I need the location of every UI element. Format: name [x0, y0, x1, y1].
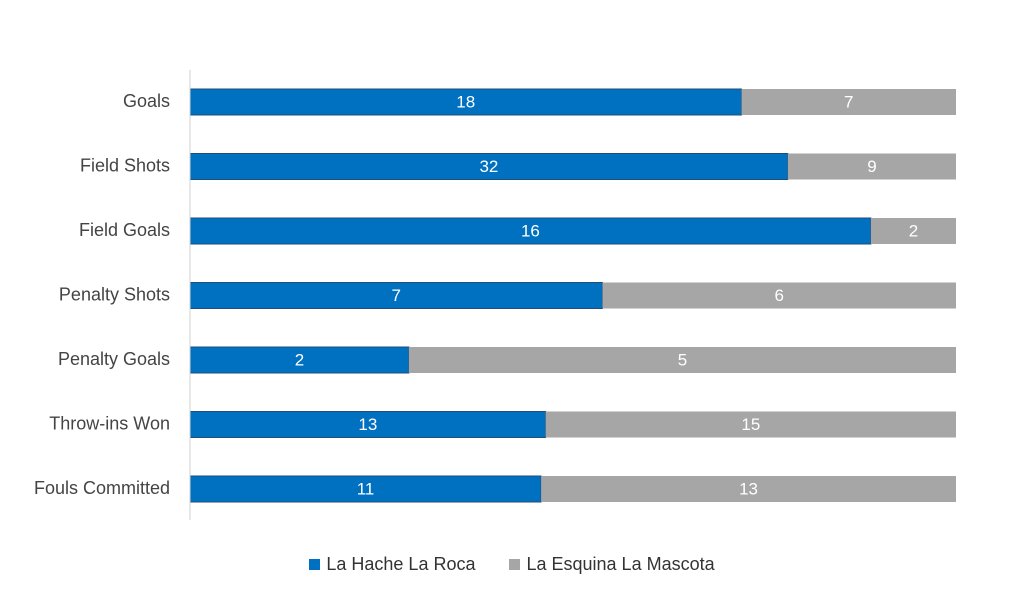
data-label-series-2: 15	[741, 415, 760, 434]
data-label-series-2: 7	[844, 92, 853, 111]
legend-swatch-series-2	[509, 559, 521, 570]
bar-series-2	[541, 476, 956, 502]
bar-series-2	[787, 153, 956, 180]
legend-item-series-2: La Esquina La Mascota	[509, 554, 715, 575]
data-label-series-2: 5	[678, 350, 687, 369]
bar-series-1	[189, 282, 603, 309]
category-label: Field Shots	[80, 155, 170, 175]
category-label: Fouls Committed	[34, 478, 170, 498]
category-axis-labels: Goals Field Shots Field Goals Penalty Shots…	[34, 91, 170, 498]
bar-series-1	[189, 346, 410, 374]
category-label: Penalty Goals	[58, 349, 170, 369]
legend-label-series-2: La Esquina La Mascota	[526, 554, 715, 574]
bar-series-1	[189, 88, 743, 116]
legend-label-series-1: La Hache La Roca	[326, 554, 476, 574]
category-label: Throw-ins Won	[49, 413, 170, 433]
data-label-series-1: 7	[391, 286, 400, 305]
bar-series-2	[602, 282, 956, 309]
bars: 18 7 32 9 16 2 7 6 2 5 13 15 11 13	[189, 88, 956, 503]
data-label-series-1: 2	[295, 350, 304, 369]
data-label-series-1: 32	[479, 157, 498, 176]
bar-series-2	[741, 89, 956, 115]
data-label-series-1: 18	[456, 92, 475, 111]
data-label-series-2: 2	[909, 221, 918, 240]
bar-series-2	[870, 218, 956, 244]
legend-item-series-1: La Hache La Roca	[309, 554, 475, 575]
legend-swatch-series-1	[309, 559, 321, 570]
category-label: Penalty Shots	[59, 284, 170, 304]
data-label-series-1: 13	[358, 415, 377, 434]
category-label: Goals	[123, 91, 170, 111]
data-label-series-2: 9	[867, 157, 876, 176]
data-label-series-2: 6	[774, 286, 783, 305]
data-label-series-2: 13	[739, 479, 758, 498]
data-label-series-1: 16	[521, 221, 540, 240]
data-label-series-1: 11	[357, 479, 375, 498]
bar-series-2	[545, 411, 956, 438]
category-label: Field Goals	[79, 220, 170, 240]
bar-series-2	[408, 347, 956, 373]
legend: La Hache La Roca La Esquina La Mascota	[0, 554, 1024, 575]
bar-series-1	[189, 411, 547, 438]
bar-series-1	[189, 153, 789, 180]
